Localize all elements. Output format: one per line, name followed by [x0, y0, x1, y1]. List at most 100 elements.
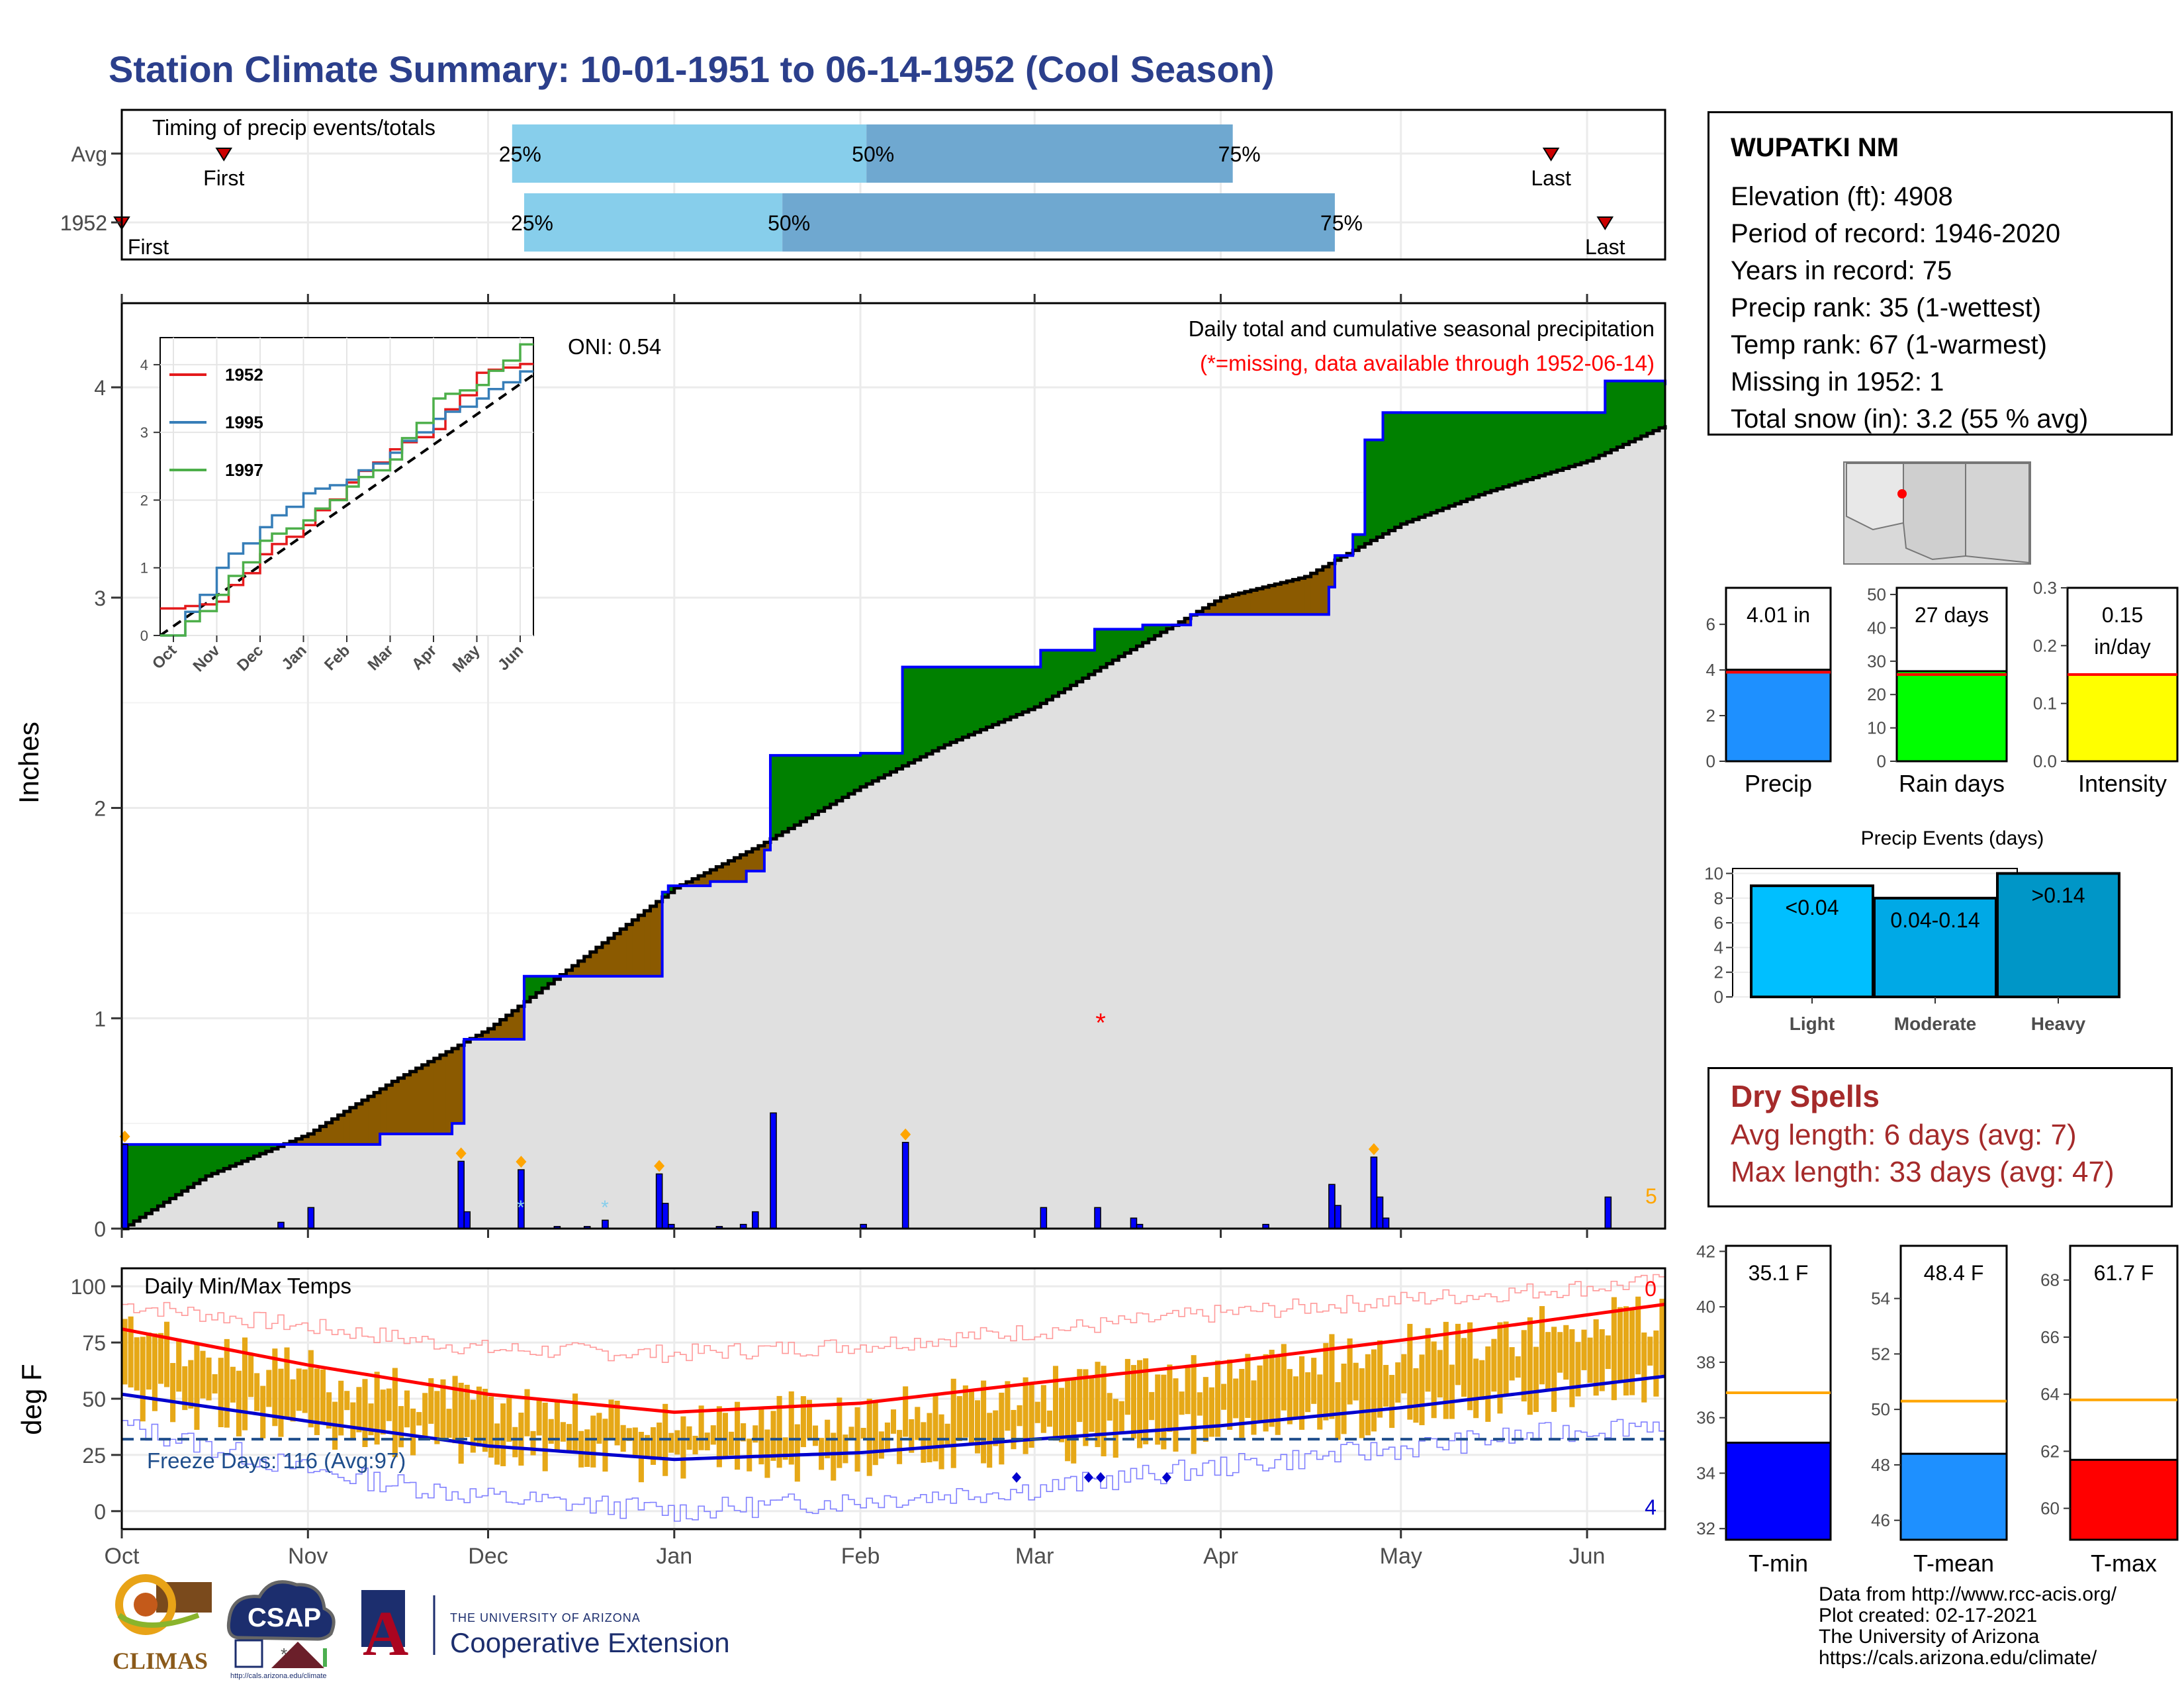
mini-bar-value-label: 4.01 in: [1747, 603, 1810, 627]
average-cumulative-area: [163, 1202, 171, 1229]
above-average-area: [1490, 412, 1498, 491]
average-cumulative-area: [1154, 635, 1161, 1229]
temp-summary-ytick-label: 54: [1871, 1289, 1890, 1309]
average-cumulative-area: [890, 772, 897, 1229]
above-average-area: [1418, 412, 1426, 518]
daily-temp-bar: [854, 1407, 860, 1472]
above-average-area: [1004, 667, 1011, 720]
average-cumulative-area: [1641, 436, 1648, 1229]
daily-temp-bar: [170, 1363, 176, 1423]
daily-temp-bar: [993, 1410, 999, 1446]
average-cumulative-area: [590, 976, 597, 1229]
average-cumulative-area: [158, 1205, 165, 1229]
below-average-area: [746, 851, 753, 871]
daily-temp-bar: [1605, 1335, 1611, 1370]
daily-temp-bar: [722, 1413, 728, 1459]
average-cumulative-area: [686, 886, 693, 1229]
average-cumulative-area: [968, 734, 976, 1229]
daily-temp-bar: [590, 1415, 596, 1468]
temp-summary-ytick-label: 60: [2040, 1499, 2060, 1519]
average-cumulative-area: [1310, 614, 1318, 1229]
daily-temp-bar: [1281, 1344, 1287, 1411]
daily-temp-bar: [903, 1386, 909, 1437]
below-average-area: [302, 1136, 308, 1145]
average-cumulative-area: [602, 976, 609, 1229]
precip-ylabel: Inches: [13, 722, 44, 804]
below-average-area: [488, 1029, 495, 1040]
average-cumulative-area: [206, 1176, 212, 1229]
above-average-area: [1545, 412, 1552, 474]
below-average-area: [386, 1085, 392, 1135]
average-cumulative-area: [974, 732, 981, 1229]
climas-logo-text: CLIMAS: [113, 1648, 208, 1674]
average-cumulative-area: [650, 976, 657, 1229]
daily-temp-bar: [1017, 1405, 1023, 1427]
above-average-area: [271, 1144, 279, 1149]
average-cumulative-area: [1298, 614, 1306, 1229]
first-event-label: First: [128, 235, 169, 259]
average-cumulative-area: [854, 790, 861, 1229]
ua-logo-line2: Cooperative Extension: [450, 1627, 730, 1658]
daily-temp-bar: [1149, 1391, 1155, 1421]
average-cumulative-area: [1142, 642, 1150, 1229]
daily-temp-bar: [1233, 1378, 1239, 1419]
below-average-area: [458, 1045, 465, 1124]
above-average-area: [1503, 412, 1510, 487]
average-cumulative-area: [740, 881, 747, 1229]
daily-temp-bar: [878, 1431, 884, 1459]
average-cumulative-area: [175, 1194, 183, 1229]
average-cumulative-area: [1400, 524, 1408, 1229]
below-average-area: [296, 1139, 302, 1145]
mini-bar-ytick-label: 0.2: [2033, 635, 2057, 655]
daily-temp-bar: [1599, 1329, 1605, 1391]
average-cumulative-area: [878, 778, 885, 1229]
average-cumulative-area: [464, 1042, 471, 1229]
daily-temp-bar: [584, 1429, 590, 1467]
above-average-area: [1533, 412, 1540, 478]
temp-summary-ytick-label: 42: [1696, 1241, 1715, 1261]
temp-summary-value-label: 48.4 F: [1924, 1261, 1984, 1285]
average-cumulative-area: [1412, 519, 1420, 1229]
record-low-line: [122, 1415, 1666, 1522]
average-cumulative-area: [938, 747, 945, 1229]
average-cumulative-area: [722, 881, 729, 1229]
daily-temp-bar: [1467, 1322, 1473, 1411]
average-cumulative-area: [1425, 514, 1432, 1229]
station-precip-rank: Precip rank: 35 (1-wettest): [1731, 293, 2042, 322]
daily-temp-bar: [1419, 1354, 1425, 1425]
daily-temp-bar: [968, 1389, 974, 1446]
below-average-area: [620, 929, 627, 976]
daily-temp-bar: [1005, 1381, 1011, 1431]
average-cumulative-area: [1593, 458, 1600, 1229]
temp-ytick-label: 25: [82, 1444, 106, 1468]
above-average-area: [181, 1144, 189, 1192]
daily-temp-bar: [1040, 1385, 1046, 1433]
csap-logo-text: CSAP: [248, 1603, 322, 1632]
above-average-area: [1412, 412, 1420, 520]
above-average-area: [668, 886, 675, 893]
last-event-marker: [1596, 216, 1614, 230]
heavy-event-marker: [654, 1160, 665, 1172]
above-average-area: [1617, 381, 1624, 447]
above-average-area: [1023, 667, 1029, 712]
above-average-area: [770, 755, 777, 839]
daily-temp-bar: [212, 1374, 218, 1394]
above-average-area: [548, 976, 555, 984]
daily-temp-bar: [524, 1389, 530, 1436]
daily-temp-bar: [308, 1350, 314, 1428]
timing-p25-label: 25%: [499, 142, 541, 166]
below-average-area: [722, 863, 729, 882]
temp-summary-label: T-min: [1749, 1550, 1808, 1577]
average-cumulative-area: [1214, 614, 1222, 1229]
below-average-area: [1293, 579, 1300, 615]
average-cumulative-area: [1293, 614, 1300, 1229]
below-average-area: [398, 1078, 405, 1135]
below-average-area: [716, 867, 723, 882]
below-average-area: [710, 870, 717, 882]
average-cumulative-area: [290, 1144, 296, 1229]
station-elevation: Elevation (ft): 4908: [1731, 182, 1953, 211]
average-cumulative-area: [212, 1173, 218, 1229]
events-bar: [1750, 884, 1874, 998]
daily-temp-bar: [548, 1419, 554, 1444]
daily-temp-bar: [386, 1388, 392, 1421]
